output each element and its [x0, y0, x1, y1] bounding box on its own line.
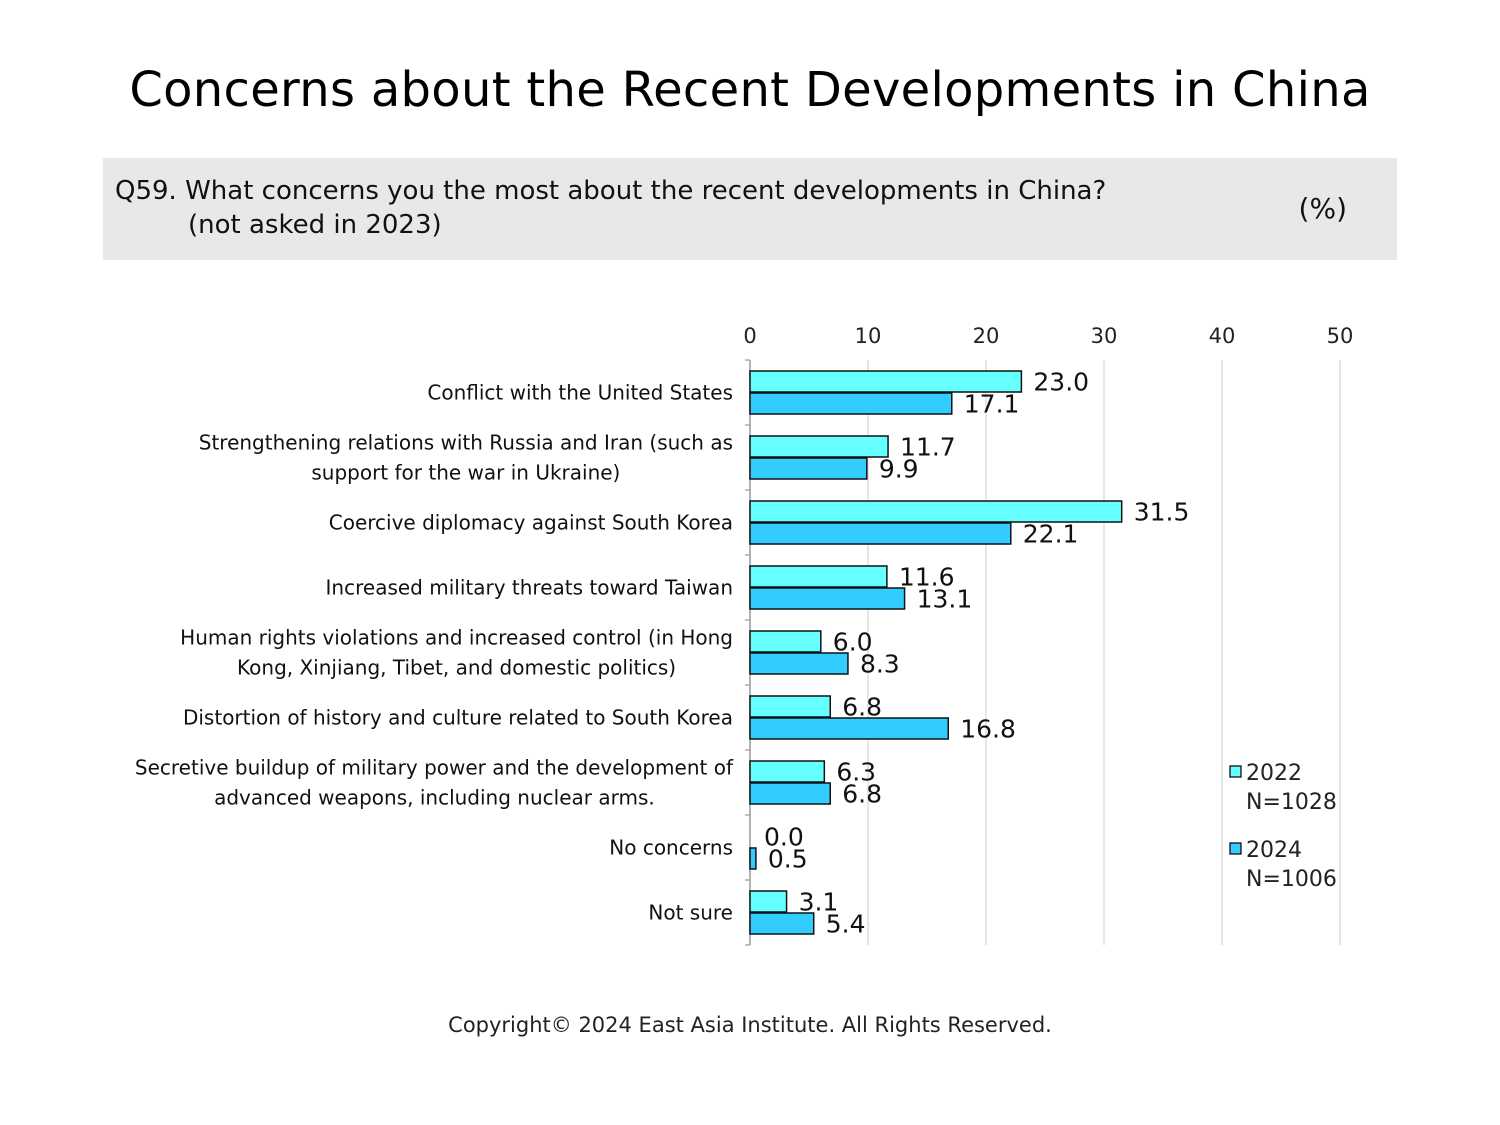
value-label-2022: 3.1 — [799, 888, 839, 917]
bar-2022 — [749, 695, 831, 718]
copyright-notice: Copyright© 2024 East Asia Institute. All… — [448, 1013, 1052, 1037]
value-label-2022: 6.8 — [842, 693, 882, 722]
bar-2024 — [749, 847, 757, 870]
x-tick-label: 0 — [743, 324, 756, 348]
bars — [749, 370, 1123, 935]
bar-2024 — [749, 782, 831, 805]
category-label: advanced weapons, including nuclear arms… — [214, 786, 655, 810]
bar-2022 — [749, 500, 1123, 523]
value-label-2024: 5.4 — [826, 910, 866, 939]
category-label: No concerns — [609, 836, 733, 860]
bar-2024 — [749, 652, 849, 675]
legend-swatch-2022 — [1229, 765, 1242, 778]
bar-2024 — [749, 717, 949, 740]
bar-2024 — [749, 457, 868, 480]
value-label-2022: 23.0 — [1033, 368, 1089, 397]
value-label-2022: 6.0 — [833, 628, 873, 657]
x-tick-label: 40 — [1209, 324, 1236, 348]
category-label: Not sure — [648, 901, 733, 925]
bar-2022 — [749, 890, 788, 913]
category-label: support for the war in Ukraine) — [311, 461, 620, 485]
category-label: Human rights violations and increased co… — [180, 626, 733, 650]
bar-2022 — [749, 370, 1023, 393]
value-label-2024: 0.5 — [768, 845, 808, 874]
legend: 2022 N=1028 2024 N=1006 — [1229, 761, 1337, 892]
bar-2024 — [749, 912, 815, 935]
bar-chart: 0 10 20 30 40 50 Conflict with the United Sta… — [135, 324, 1353, 946]
x-tick-label: 30 — [1091, 324, 1118, 348]
value-label-2022: 6.3 — [836, 758, 876, 787]
bar-2024 — [749, 522, 1012, 545]
category-labels: Conflict with the United States Strengthe… — [135, 381, 734, 925]
category-label: Coercive diplomacy against South Korea — [329, 511, 733, 535]
value-label-2024: 6.8 — [842, 780, 882, 809]
value-label-2024: 17.1 — [964, 390, 1020, 419]
x-tick-label: 20 — [973, 324, 1000, 348]
question-note: (not asked in 2023) — [188, 210, 442, 240]
value-labels: 23.011.731.511.66.06.86.30.03.117.19.922… — [764, 368, 1189, 939]
value-label-2024: 8.3 — [860, 650, 900, 679]
category-label: Kong, Xinjiang, Tibet, and domestic poli… — [237, 656, 676, 680]
legend-label-2024: 2024 — [1246, 838, 1302, 863]
unit-label: (%) — [1298, 192, 1347, 225]
category-label: Conflict with the United States — [427, 381, 733, 405]
category-label: Distortion of history and culture relate… — [183, 706, 733, 730]
category-label: Increased military threats toward Taiwan — [326, 576, 733, 600]
x-tick-label: 10 — [855, 324, 882, 348]
category-label: Secretive buildup of military power and … — [135, 756, 734, 780]
x-axis-ticks: 0 10 20 30 40 50 — [743, 324, 1353, 348]
value-label-2022: 11.6 — [899, 563, 955, 592]
question-box: Q59. What concerns you the most about th… — [103, 158, 1397, 260]
page-title: Concerns about the Recent Developments i… — [129, 62, 1371, 118]
value-label-2022: 11.7 — [900, 433, 956, 462]
question-text: Q59. What concerns you the most about th… — [115, 176, 1107, 206]
legend-sample-2022: N=1028 — [1246, 790, 1337, 815]
value-label-2024: 22.1 — [1023, 520, 1079, 549]
bar-2022 — [749, 565, 888, 588]
value-label-2022: 0.0 — [764, 823, 804, 852]
bar-2024 — [749, 587, 906, 610]
bar-2024 — [749, 392, 953, 415]
bar-2022 — [749, 435, 889, 458]
bar-2022 — [749, 760, 826, 783]
category-label: Strengthening relations with Russia and … — [199, 431, 733, 455]
value-label-2024: 13.1 — [917, 585, 973, 614]
value-label-2024: 9.9 — [879, 455, 919, 484]
value-label-2022: 31.5 — [1134, 498, 1190, 527]
x-tick-label: 50 — [1327, 324, 1354, 348]
legend-sample-2024: N=1006 — [1246, 867, 1337, 892]
legend-label-2022: 2022 — [1246, 761, 1302, 786]
legend-swatch-2024 — [1229, 842, 1242, 855]
bar-2022 — [749, 630, 822, 653]
value-label-2024: 16.8 — [960, 715, 1016, 744]
